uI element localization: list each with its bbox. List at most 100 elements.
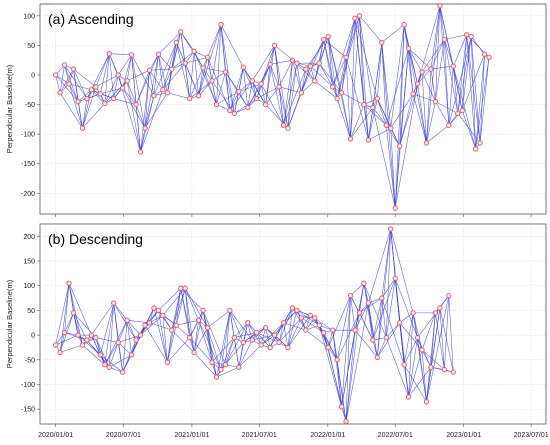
baseline-edge bbox=[73, 312, 83, 346]
acquisition-point bbox=[374, 95, 380, 102]
baseline-edge bbox=[211, 24, 222, 81]
baseline-edge bbox=[77, 89, 92, 102]
baseline-edge bbox=[193, 327, 208, 353]
baseline-edge bbox=[68, 83, 79, 102]
acquisition-point bbox=[428, 364, 434, 370]
acquisition-point bbox=[446, 292, 452, 299]
baseline-edge bbox=[444, 39, 459, 114]
acquisition-point bbox=[423, 140, 430, 146]
acquisition-point bbox=[52, 342, 59, 348]
acquisition-point bbox=[405, 45, 412, 52]
acquisition-point bbox=[254, 95, 260, 102]
acquisition-point bbox=[459, 107, 465, 114]
x-tick-label: 2022/01/01 bbox=[310, 432, 345, 439]
acquisition-point bbox=[102, 100, 108, 107]
baseline-edge bbox=[238, 67, 244, 92]
baseline-edge bbox=[184, 63, 190, 99]
baseline-edge bbox=[336, 57, 347, 99]
acquisition-point bbox=[361, 101, 367, 108]
acquisition-point bbox=[307, 312, 313, 319]
baseline-edge bbox=[126, 320, 137, 341]
acquisition-point bbox=[450, 63, 456, 69]
baseline-edge bbox=[386, 337, 409, 397]
edges-ascending bbox=[55, 5, 490, 209]
y-ticks-ascending: 100 50 0 -50 -100 -150 -200 bbox=[21, 13, 40, 198]
baseline-edge bbox=[117, 320, 128, 343]
baseline-edge bbox=[381, 297, 405, 365]
baseline-edge bbox=[439, 5, 445, 40]
acquisition-point bbox=[209, 359, 215, 365]
baseline-edge bbox=[475, 54, 485, 149]
baseline-edge bbox=[184, 288, 195, 353]
acquisition-point bbox=[222, 362, 229, 368]
baseline-edge bbox=[167, 337, 190, 363]
baseline-edge bbox=[108, 302, 114, 368]
baseline-edge bbox=[131, 54, 146, 129]
acquisition-point bbox=[115, 72, 121, 78]
acquisition-point bbox=[79, 342, 86, 348]
baseline-edge bbox=[60, 344, 83, 353]
baseline-edge bbox=[135, 104, 141, 152]
acquisition-point bbox=[267, 344, 273, 351]
baseline-edge bbox=[126, 54, 132, 81]
baseline-edge bbox=[216, 366, 239, 378]
baseline-edge bbox=[153, 307, 168, 363]
acquisition-point bbox=[338, 404, 345, 410]
y-ticks-descending: 200 150 100 50 0 -50 -100 -150 bbox=[21, 234, 40, 414]
baseline-edge bbox=[193, 51, 204, 69]
baseline-edge bbox=[144, 307, 155, 326]
acquisition-point bbox=[388, 226, 394, 232]
baseline-edge bbox=[162, 42, 177, 90]
acquisition-point bbox=[298, 90, 305, 96]
y-tick-label: 50 bbox=[27, 308, 35, 315]
baseline-edge bbox=[198, 320, 213, 363]
acquisition-point bbox=[294, 307, 300, 314]
baseline-edge bbox=[368, 98, 378, 141]
baseline-edge bbox=[444, 39, 450, 126]
baseline-edge bbox=[390, 128, 396, 209]
baseline-edge bbox=[453, 66, 463, 111]
baseline-edge bbox=[64, 64, 88, 99]
baseline-edge bbox=[310, 65, 333, 88]
acquisition-point bbox=[446, 122, 452, 128]
baseline-edge bbox=[412, 93, 427, 144]
baseline-edge bbox=[211, 80, 217, 105]
acquisition-point bbox=[437, 305, 443, 311]
baseline-edge bbox=[332, 18, 356, 87]
acquisition-point bbox=[227, 307, 233, 314]
baseline-edge bbox=[372, 278, 396, 341]
baseline-edge bbox=[377, 228, 392, 358]
baseline-edge bbox=[59, 332, 65, 353]
acquisition-point bbox=[321, 36, 327, 43]
acquisition-point bbox=[52, 72, 59, 78]
baseline-edge bbox=[95, 53, 110, 87]
baseline-edge bbox=[292, 60, 302, 93]
acquisition-point bbox=[392, 205, 398, 211]
acquisition-point bbox=[164, 359, 170, 365]
baseline-edge bbox=[73, 68, 97, 88]
baseline-edge bbox=[390, 93, 414, 129]
baseline-edge bbox=[283, 310, 298, 323]
baseline-edge bbox=[461, 110, 476, 150]
baseline-edge bbox=[203, 67, 226, 73]
baseline-edge bbox=[184, 288, 190, 338]
baseline-edge bbox=[381, 24, 405, 43]
plot-area-descending bbox=[39, 223, 547, 425]
baseline-edge bbox=[149, 70, 164, 90]
baseline-edge bbox=[252, 334, 275, 341]
baseline-edge bbox=[301, 80, 315, 93]
baseline-edge bbox=[350, 18, 356, 139]
baseline-edge bbox=[207, 310, 231, 328]
baseline-edge bbox=[55, 334, 79, 346]
acquisition-point bbox=[365, 137, 372, 143]
baseline-edge bbox=[59, 64, 65, 93]
baseline-edge bbox=[278, 60, 293, 87]
acquisition-point bbox=[169, 66, 175, 72]
acquisition-point bbox=[441, 36, 448, 43]
baseline-edge bbox=[104, 302, 114, 365]
acquisition-point bbox=[334, 95, 340, 102]
baseline-edge bbox=[444, 295, 450, 370]
baseline-edge bbox=[287, 307, 293, 348]
acquisition-point bbox=[124, 78, 130, 84]
acquisition-point bbox=[209, 78, 215, 84]
